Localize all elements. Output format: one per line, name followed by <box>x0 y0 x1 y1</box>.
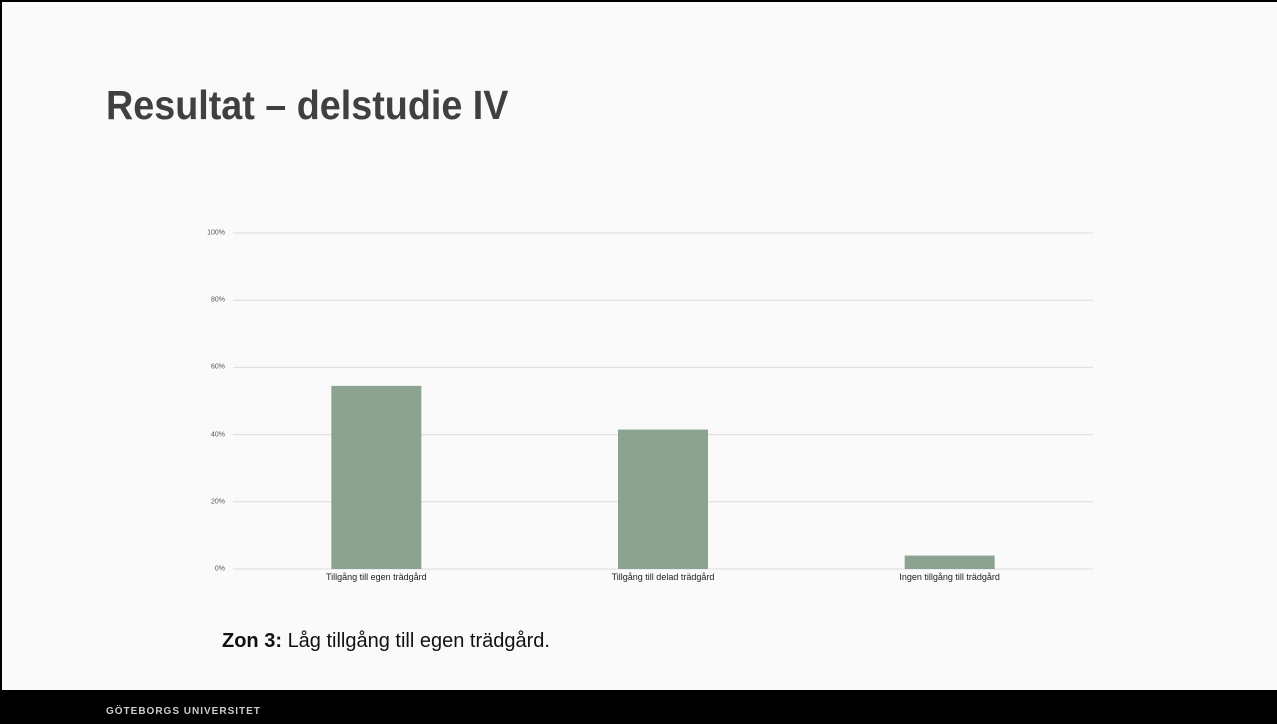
y-tick-label: 0% <box>214 565 225 573</box>
x-tick-label: Ingen tillgång till trädgård <box>882 572 1017 582</box>
bar <box>331 385 422 569</box>
annotation: Zon 3: Låg tillgång till egen trädgård. <box>222 630 550 653</box>
bar <box>618 429 708 569</box>
annotation-text: Låg tillgång till egen trädgård. <box>287 630 550 652</box>
y-tick-label: 40% <box>210 431 225 439</box>
slide-title: Resultat – delstudie IV <box>106 82 509 128</box>
x-tick-label: Tillgång till delad trädgård <box>596 572 730 582</box>
y-tick-label: 20% <box>210 498 225 506</box>
y-tick-label: 60% <box>210 363 225 371</box>
y-tick-label: 80% <box>210 296 225 304</box>
footer-text: GÖTEBORGS UNIVERSITET <box>106 706 261 717</box>
annotation-label: Zon 3: <box>222 630 282 652</box>
bar <box>904 555 995 569</box>
x-tick-label: Tillgång till egen trädgård <box>309 572 444 582</box>
chart <box>233 232 1093 570</box>
footer-bar: GÖTEBORGS UNIVERSITET <box>2 690 1277 724</box>
y-tick-label: 100% <box>207 229 225 237</box>
